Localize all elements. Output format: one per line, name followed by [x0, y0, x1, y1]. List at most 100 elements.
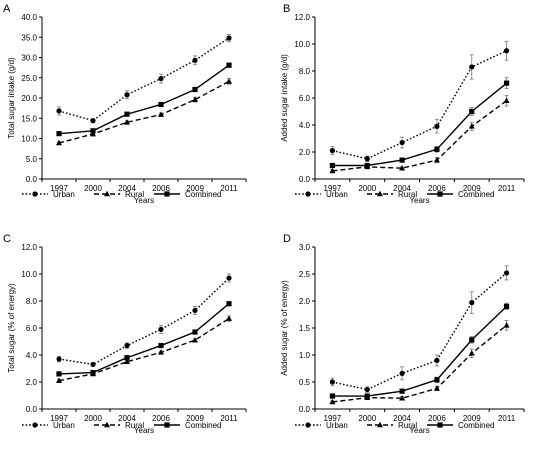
y-tick-label: 2.0: [299, 148, 311, 157]
data-point: [192, 329, 198, 335]
data-point: [124, 111, 130, 117]
series-line: [332, 100, 507, 172]
legend: Urban Rural Combined: [22, 421, 221, 430]
data-point: [124, 342, 130, 349]
legend: Urban Rural Combined: [295, 190, 494, 199]
y-tick-label: 0.0: [26, 405, 38, 414]
data-point: [434, 377, 440, 383]
legend-marker: [104, 421, 110, 428]
data-point: [434, 123, 440, 129]
data-point: [469, 337, 475, 343]
legend-label: Urban: [53, 190, 75, 199]
legend-marker: [377, 190, 383, 197]
series-urban: [329, 40, 510, 162]
data-point: [90, 369, 96, 376]
y-tick-label: 2.5: [299, 270, 311, 279]
y-tick-label: 8.0: [26, 297, 38, 306]
legend-label: Urban: [53, 421, 75, 430]
panel-label: C: [3, 233, 11, 245]
data-point: [399, 370, 405, 376]
x-tick-label: 2009: [463, 414, 481, 423]
chart-panel-D: D 0.0 0.5 1.0 1.5 2.0 2.5 3.0 1997 2000 2004 2006 20…: [280, 233, 525, 435]
y-axis-title: Added sugar intake (g/d): [280, 54, 289, 142]
y-axis-title: Added sugar (% of energy): [280, 280, 289, 376]
y-tick-label: 0.0: [26, 175, 38, 184]
series-rural: [56, 315, 232, 383]
x-axis-title: Years: [134, 196, 154, 205]
data-point: [468, 350, 475, 356]
y-tick-label: 20.0: [21, 94, 37, 103]
legend-marker: [437, 191, 443, 197]
series-rural: [329, 320, 510, 405]
x-tick-label: 2009: [463, 184, 481, 193]
y-axis-title: Total sugar (% of energy): [7, 283, 16, 373]
series-line: [332, 324, 508, 403]
y-tick-label: 10.0: [21, 270, 37, 279]
x-tick-label: 1997: [50, 414, 68, 423]
series-line: [332, 305, 508, 397]
series-rural: [329, 94, 510, 174]
data-point: [192, 86, 198, 93]
data-point: [329, 148, 336, 154]
data-point: [56, 139, 62, 146]
data-point: [158, 342, 164, 349]
data-point: [56, 356, 62, 362]
legend: Urban Rural Combined: [22, 190, 221, 199]
y-tick-label: 35.0: [21, 33, 37, 42]
y-tick-label: 3.0: [299, 243, 311, 252]
data-point: [503, 48, 510, 54]
data-point: [399, 388, 405, 394]
legend-marker: [104, 190, 110, 197]
data-point: [503, 270, 510, 276]
data-point: [399, 395, 406, 401]
x-tick-label: 2004: [393, 184, 411, 193]
y-tick-label: 4.0: [299, 121, 311, 130]
y-tick-label: 4.0: [26, 351, 38, 360]
panel-label: D: [283, 233, 291, 245]
data-point: [399, 139, 405, 146]
series-line: [58, 80, 230, 144]
data-point: [124, 358, 130, 365]
y-tick-label: 10.0: [294, 40, 310, 49]
data-point: [434, 146, 440, 152]
data-point: [434, 357, 440, 363]
legend-marker: [164, 191, 170, 197]
series-combined: [329, 77, 510, 169]
x-axis-title: Years: [409, 196, 429, 205]
series-rural: [56, 78, 232, 146]
data-point: [56, 108, 62, 114]
x-tick-label: 2011: [498, 414, 516, 423]
data-point: [469, 108, 475, 115]
y-tick-label: 40.0: [21, 13, 37, 22]
data-point: [56, 131, 62, 137]
data-point: [364, 156, 370, 162]
x-tick-label: 2011: [498, 184, 516, 193]
legend-marker: [305, 422, 311, 428]
series-line: [58, 37, 230, 122]
data-point: [90, 118, 96, 124]
data-point: [158, 111, 164, 117]
series-line: [58, 303, 230, 375]
data-point: [469, 64, 475, 70]
x-tick-label: 2006: [152, 184, 170, 193]
y-tick-label: 12.0: [21, 243, 37, 252]
data-point: [329, 379, 336, 385]
legend-marker: [377, 421, 383, 428]
data-point: [399, 157, 405, 163]
x-tick-label: 2011: [220, 414, 238, 423]
chart-panel-B: B 0.0 2.0 4.0 6.0 8.0 10.0 12.0 1997 2000 2004 2006…: [280, 3, 525, 205]
y-axis-title: Total sugar intake (g/d): [7, 57, 16, 139]
series-combined: [56, 301, 232, 377]
data-point: [56, 371, 62, 377]
data-point: [90, 361, 96, 368]
y-tick-label: 2.0: [299, 297, 311, 306]
data-point: [399, 165, 406, 171]
x-tick-label: 2004: [393, 414, 411, 423]
y-tick-label: 5.0: [26, 155, 38, 164]
legend-label: Combined: [185, 421, 221, 430]
y-tick-label: 2.0: [26, 378, 38, 387]
x-tick-label: 2000: [358, 184, 376, 193]
data-point: [226, 35, 232, 41]
legend: Urban Rural Combined: [295, 421, 494, 430]
